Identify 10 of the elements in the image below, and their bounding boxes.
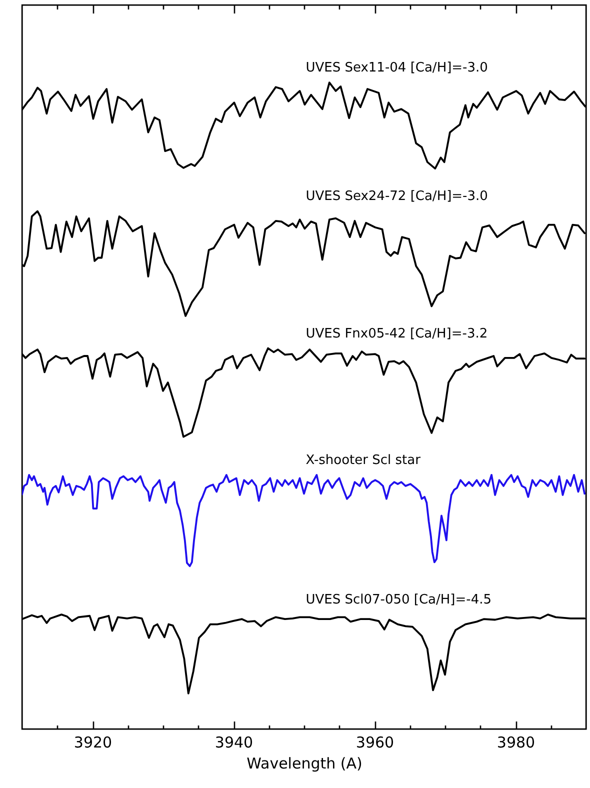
series-label: X-shooter Scl star [306,452,422,468]
x-tick-label: 3960 [356,734,394,752]
x-tick-label: 3940 [214,734,254,752]
series-label: UVES Sex24-72 [Ca/H]=-3.0 [306,189,488,204]
series-label: UVES Scl07-050 [Ca/H]=-4.5 [306,592,492,608]
x-tick-label: 3920 [74,734,112,752]
x-tick-label: 3980 [496,734,536,752]
series-label: UVES Sex11-04 [Ca/H]=-3.0 [306,60,488,76]
series-label: UVES Fnx05-42 [Ca/H]=-3.2 [306,326,488,342]
x-axis-title: Wavelength (A) [246,754,362,772]
